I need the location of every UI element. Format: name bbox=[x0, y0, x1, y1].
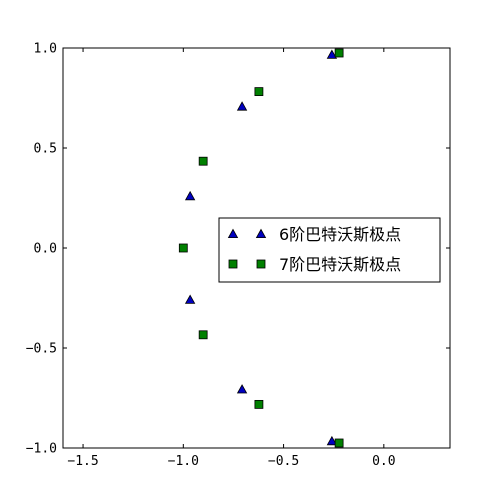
series-2-point-7 bbox=[334, 438, 344, 448]
series-1-point-1 bbox=[326, 49, 338, 59]
series-1-point-6 bbox=[326, 435, 338, 446]
series-1-point-5 bbox=[236, 384, 248, 394]
x-tick-label: −0.5 bbox=[268, 454, 299, 469]
series-1-point-4 bbox=[184, 294, 196, 304]
x-tick-label: −1.0 bbox=[168, 454, 199, 469]
x-tick-label: −1.5 bbox=[67, 454, 98, 469]
legend-label-1: 6阶巴特沃斯极点 bbox=[279, 225, 401, 244]
legend-marker-1b bbox=[255, 228, 267, 239]
x-tick-label: 0.0 bbox=[372, 454, 395, 469]
series-2-point-1 bbox=[334, 48, 344, 58]
ticks-layer: −1.5 −1.0 −0.5 0.0 1.0 0.5 0.0 −0.5 −1.0 bbox=[26, 42, 450, 469]
y-tick-label: −0.5 bbox=[26, 342, 57, 357]
y-tick-label: 0.5 bbox=[34, 142, 57, 157]
series-2-point-4 bbox=[178, 243, 188, 253]
series-1-point-3 bbox=[184, 190, 196, 201]
legend-marker-1a bbox=[227, 228, 239, 239]
series-2-point-5 bbox=[198, 330, 208, 340]
marks-layer bbox=[178, 48, 344, 448]
y-tick-label: 0.0 bbox=[34, 242, 57, 257]
legend-marker-2b bbox=[256, 259, 266, 269]
series-2-point-6 bbox=[254, 399, 264, 409]
legend: 6阶巴特沃斯极点 7阶巴特沃斯极点 bbox=[218, 217, 441, 283]
series-1-point-2 bbox=[236, 101, 248, 111]
legend-label-2: 7阶巴特沃斯极点 bbox=[279, 255, 401, 274]
legend-box bbox=[218, 217, 441, 283]
y-tick-label: 1.0 bbox=[34, 42, 57, 57]
series-2-point-2 bbox=[254, 87, 264, 96]
legend-marker-2a bbox=[228, 259, 238, 269]
y-tick-label: −1.0 bbox=[26, 442, 57, 457]
series-2-point-3 bbox=[198, 156, 208, 166]
